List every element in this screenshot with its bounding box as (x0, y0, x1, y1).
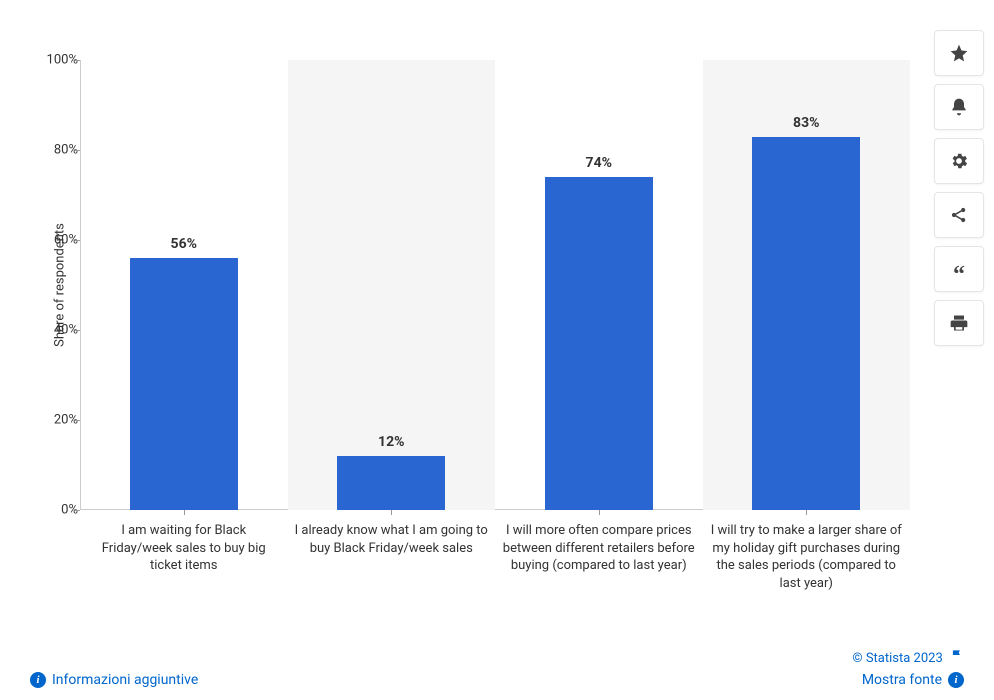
show-source-link[interactable]: Mostra fonte i (862, 672, 964, 688)
copyright-label: © Statista 2023 (852, 651, 942, 666)
y-axis-line (80, 60, 81, 510)
y-tick-mark (75, 420, 80, 421)
additional-info-label: Informazioni aggiuntive (52, 672, 198, 688)
show-source-label: Mostra fonte (862, 672, 942, 688)
x-tick-label: I will try to make a larger share of my … (709, 522, 905, 592)
chart-bar[interactable]: 83% (752, 137, 860, 511)
y-tick-label: 40% (38, 323, 78, 338)
print-icon (949, 313, 969, 333)
y-tick-label: 100% (38, 53, 78, 68)
share-icon (949, 205, 969, 225)
chart-bar[interactable]: 74% (545, 177, 653, 510)
y-tick-label: 0% (38, 503, 78, 518)
plot-area: Share of respondents 0%20%40%60%80%100%5… (80, 60, 910, 510)
chart-bar[interactable]: 12% (337, 456, 445, 510)
y-tick-label: 20% (38, 413, 78, 428)
y-tick-mark (75, 150, 80, 151)
copyright-text: © Statista 2023 (852, 648, 964, 666)
flag-icon[interactable] (950, 651, 964, 666)
footer: © Statista 2023 i Informazioni aggiuntiv… (30, 648, 964, 688)
chart-bar[interactable]: 56% (130, 258, 238, 510)
x-tick-mark (806, 510, 807, 515)
y-tick-mark (75, 240, 80, 241)
cite-button[interactable]: “ (934, 246, 984, 292)
bell-icon (949, 97, 969, 117)
bar-value-label: 74% (545, 155, 653, 171)
y-tick-mark (75, 510, 80, 511)
x-tick-label: I already know what I am going to buy Bl… (294, 522, 490, 557)
notify-button[interactable] (934, 84, 984, 130)
favorite-button[interactable] (934, 30, 984, 76)
chart-container: Share of respondents 0%20%40%60%80%100%5… (25, 20, 920, 640)
print-button[interactable] (934, 300, 984, 346)
gear-icon (949, 151, 969, 171)
y-tick-mark (75, 330, 80, 331)
x-tick-label: I am waiting for Black Friday/week sales… (86, 522, 282, 575)
x-tick-label: I will more often compare prices between… (501, 522, 697, 575)
y-tick-label: 60% (38, 233, 78, 248)
x-tick-mark (599, 510, 600, 515)
bar-value-label: 83% (752, 115, 860, 131)
x-tick-mark (391, 510, 392, 515)
bar-value-label: 56% (130, 236, 238, 252)
quote-icon: “ (953, 263, 965, 287)
y-tick-label: 80% (38, 143, 78, 158)
info-icon: i (30, 672, 46, 688)
star-icon (949, 43, 969, 63)
settings-button[interactable] (934, 138, 984, 184)
bar-value-label: 12% (337, 434, 445, 450)
share-button[interactable] (934, 192, 984, 238)
additional-info-link[interactable]: i Informazioni aggiuntive (30, 672, 198, 688)
toolbar: “ (934, 30, 984, 346)
y-tick-mark (75, 60, 80, 61)
info-icon: i (948, 672, 964, 688)
x-tick-mark (184, 510, 185, 515)
